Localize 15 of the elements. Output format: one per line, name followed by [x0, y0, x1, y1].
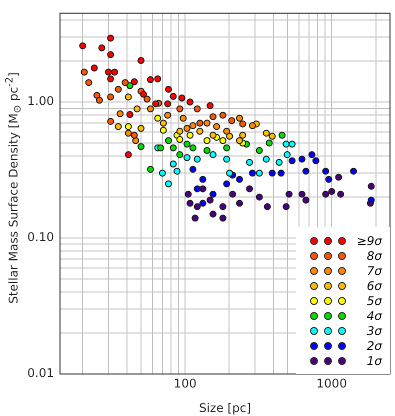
x-tick-label: 1000: [316, 376, 347, 390]
legend-label: 5σ: [366, 294, 382, 308]
y-tick-label: 0.01: [27, 366, 54, 380]
x-axis-title: Size [pc]: [198, 400, 252, 415]
legend-label: ≥9σ: [356, 234, 382, 248]
legend-label: 8σ: [366, 248, 382, 262]
legend-label: 7σ: [366, 264, 382, 278]
legend-label: 4σ: [366, 308, 382, 322]
y-tick-label: 0.10: [27, 230, 54, 244]
legend-label: 2σ: [366, 338, 382, 352]
legend-label: 3σ: [366, 324, 382, 338]
legend-label: 6σ: [366, 278, 382, 292]
x-tick-label: 100: [174, 376, 197, 390]
y-tick-label: 1.00: [27, 94, 54, 108]
legend-label: 1σ: [366, 354, 382, 368]
